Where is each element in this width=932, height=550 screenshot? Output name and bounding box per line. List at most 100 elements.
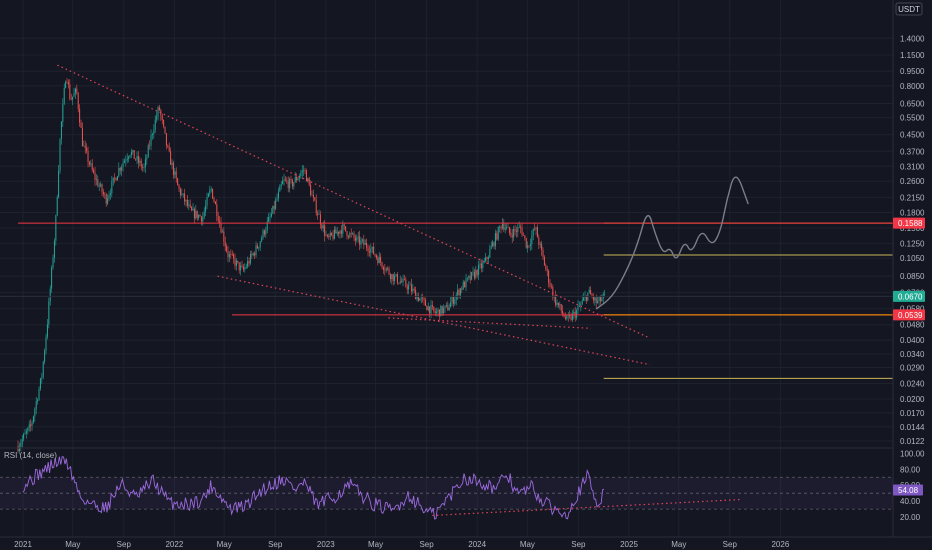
candle-body [24, 433, 26, 435]
candle-body [69, 84, 71, 100]
candle-body [230, 254, 232, 255]
rsi-trendline[interactable] [432, 498, 740, 517]
candle-body [157, 107, 159, 117]
candle-body [301, 170, 303, 174]
candle-body [221, 231, 223, 233]
candle-body [440, 305, 442, 317]
candle-body [53, 240, 55, 259]
candle-body [461, 288, 463, 290]
candle-body [311, 194, 313, 196]
candle-body [527, 245, 529, 248]
candle-body [128, 156, 130, 159]
currency-button[interactable] [895, 2, 923, 16]
candle-body [42, 361, 44, 377]
candle-body [403, 278, 405, 280]
candle-body [539, 243, 541, 245]
candle-body [182, 193, 184, 195]
candle-body [356, 236, 358, 241]
candle-body [72, 96, 74, 100]
candle-body [296, 177, 298, 181]
candle-body [332, 235, 334, 239]
candle-body [486, 257, 488, 260]
candle-body [150, 135, 152, 146]
candle-body [199, 215, 201, 217]
rsi-indicator-title[interactable]: RSI (14, close) [4, 451, 57, 460]
candle-body [374, 254, 376, 256]
current-price-badge-label: 0.0670 [898, 292, 923, 301]
candle-body [513, 229, 515, 238]
price-tick-label: 0.0200 [900, 395, 925, 404]
candle-body [101, 184, 103, 193]
price-tick-label: 0.0290 [900, 363, 925, 372]
candle-body [413, 288, 415, 290]
candle-body [146, 157, 148, 160]
candle-body [448, 307, 450, 311]
candle-body [107, 198, 109, 204]
candle-body [272, 205, 274, 214]
candle-body [59, 139, 61, 171]
candle-body [353, 233, 355, 238]
candle-body [342, 224, 344, 234]
candle-body [350, 232, 352, 234]
candle-body [459, 288, 461, 296]
candle-body [520, 226, 522, 228]
candle-body [263, 230, 265, 235]
candle-body [129, 155, 131, 157]
candle-body [577, 305, 579, 311]
candle-body [241, 265, 243, 267]
candle-body [142, 167, 144, 168]
candle-body [20, 443, 22, 447]
candle-body [592, 296, 594, 301]
candle-body [562, 310, 564, 314]
candle-body [464, 281, 466, 288]
candle-body [401, 281, 403, 283]
candle-body [487, 257, 489, 260]
candle-body [307, 178, 309, 182]
candle-body [333, 229, 335, 239]
price-tick-label: 0.4500 [900, 131, 925, 140]
time-axis[interactable]: 2021 May Sep 2022 May Sep 2023 May Sep 2024 May Sep… [14, 540, 790, 549]
candle-body [102, 192, 104, 195]
projection-path[interactable] [595, 176, 749, 310]
candle-body [168, 146, 170, 152]
candle-body [41, 376, 43, 379]
candle-body [447, 305, 449, 311]
candle-body [219, 221, 221, 224]
level-price-badge-label: 0.1588 [898, 219, 923, 228]
candle-body [244, 267, 246, 270]
candle-body [510, 232, 512, 235]
candle-body [499, 226, 501, 228]
candle-body [437, 309, 439, 312]
candle-body [170, 151, 172, 165]
candle-body [310, 184, 312, 195]
candle-body [408, 285, 410, 290]
candle-body [95, 179, 97, 180]
candle-body [451, 296, 453, 303]
candle-body [441, 305, 443, 314]
candle-body [279, 186, 281, 192]
candle-body [77, 93, 79, 109]
candle-body [135, 158, 137, 160]
candle-body [531, 235, 533, 245]
candle-body [93, 170, 95, 173]
candle-body [541, 243, 543, 251]
candle-body [122, 162, 124, 168]
candle-body [529, 244, 531, 246]
candle-body [578, 305, 580, 307]
candle-body [46, 324, 48, 337]
candle-body [560, 304, 562, 311]
candle-body [429, 306, 431, 314]
candle-body [126, 158, 128, 161]
candle-body [38, 388, 40, 400]
price-axis[interactable]: 1.4000 1.1500 0.9500 0.8000 0.6500 0.5500 0.45… [900, 34, 925, 446]
trendline[interactable] [57, 64, 650, 339]
candle-body [522, 235, 524, 236]
candle-body [517, 227, 519, 233]
candle-body [198, 215, 200, 219]
candle-body [398, 282, 400, 284]
candle-body [300, 173, 302, 177]
candle-body [415, 289, 417, 300]
current-price-badge [893, 290, 925, 302]
candle-body [417, 295, 419, 301]
